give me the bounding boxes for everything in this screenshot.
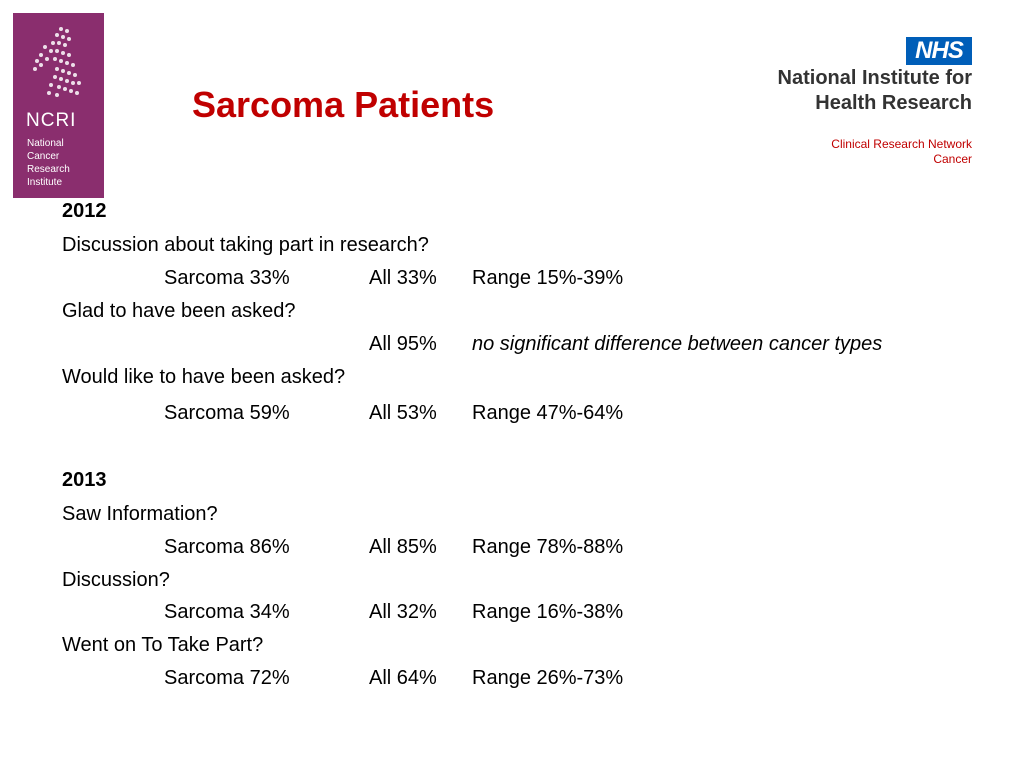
nihr-name: National Institute for Health Research [778, 66, 972, 116]
all-value: All 53% [369, 402, 437, 424]
crn-line: Cancer [933, 152, 972, 166]
range-value: Range 15%-39% [472, 267, 624, 289]
year-heading-2013: 2013 [62, 469, 107, 491]
crn-name: Clinical Research Network Cancer [831, 137, 972, 167]
ncri-full-name: National Cancer Research Institute [27, 137, 70, 189]
question: Went on To Take Part? [62, 634, 264, 656]
question: Saw Information? [62, 503, 218, 525]
sarcoma-value: Sarcoma 33% [164, 267, 290, 289]
crn-line: Clinical Research Network [831, 137, 972, 151]
all-value: All 33% [369, 267, 437, 289]
sarcoma-value: Sarcoma 59% [164, 402, 290, 424]
page-title: Sarcoma Patients [192, 84, 495, 125]
nhs-logo: NHS [906, 37, 972, 65]
sarcoma-value: Sarcoma 86% [164, 536, 290, 558]
nihr-line: Health Research [815, 92, 972, 114]
year-heading-2012: 2012 [62, 200, 107, 222]
range-value: Range 47%-64% [472, 402, 624, 424]
ncri-line: Institute [27, 177, 63, 188]
ncri-acronym: NCRI [26, 110, 77, 131]
range-value: Range 16%-38% [472, 601, 624, 623]
ncri-logo: NCRI National Cancer Research Institute [13, 13, 104, 198]
nihr-line: National Institute for [777, 67, 972, 89]
note: no significant difference between cancer… [472, 333, 883, 355]
sarcoma-value: Sarcoma 34% [164, 601, 290, 623]
ncri-line: National [27, 138, 64, 149]
all-value: All 64% [369, 667, 437, 689]
range-value: Range 78%-88% [472, 536, 624, 558]
all-value: All 95% [369, 333, 437, 355]
uk-map-icon [33, 27, 81, 97]
question: Discussion? [62, 569, 170, 591]
sarcoma-value: Sarcoma 72% [164, 667, 290, 689]
question: Would like to have been asked? [62, 366, 346, 388]
ncri-line: Cancer [27, 151, 60, 162]
ncri-line: Research [27, 164, 70, 175]
range-value: Range 26%-73% [472, 667, 624, 689]
question: Discussion about taking part in research… [62, 234, 429, 256]
all-value: All 32% [369, 601, 437, 623]
all-value: All 85% [369, 536, 437, 558]
question: Glad to have been asked? [62, 300, 296, 322]
